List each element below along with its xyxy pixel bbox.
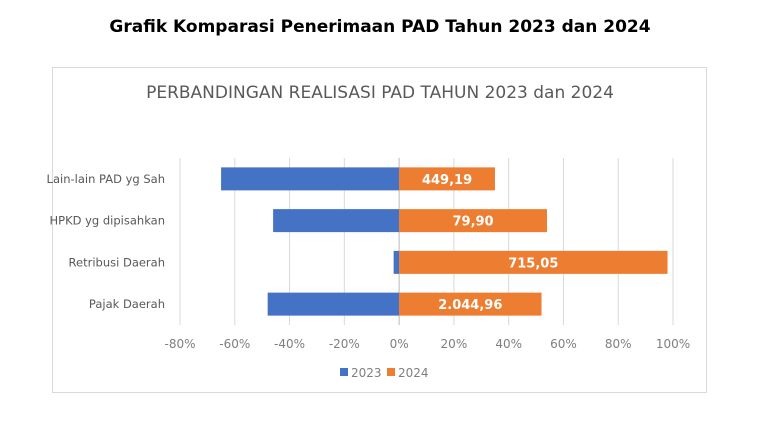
- data-label: 2.044,96: [438, 298, 502, 313]
- data-label: 79,90: [452, 215, 493, 230]
- x-tick-label: -40%: [274, 337, 305, 351]
- bar-2024: [399, 292, 542, 316]
- bar-2023: [273, 209, 400, 233]
- legend-swatch-2023: [340, 368, 348, 376]
- data-label: 715,05: [508, 256, 558, 271]
- x-tick-label: 80%: [605, 337, 632, 351]
- bars: 449,19 79,90 715,05 2.044,96: [221, 167, 668, 316]
- bar-2024: [399, 250, 668, 274]
- x-tick-label: 100%: [656, 337, 690, 351]
- legend: 2023 2024: [340, 366, 429, 380]
- legend-label-2023: 2023: [351, 366, 382, 380]
- x-tick-label: 60%: [550, 337, 577, 351]
- x-tick-label: -60%: [219, 337, 250, 351]
- category-label: Lain-lain PAD yg Sah: [47, 172, 165, 186]
- bar-2024: [399, 209, 548, 233]
- data-label: 449,19: [422, 173, 472, 188]
- category-label: Retribusi Daerah: [69, 255, 165, 269]
- legend-label-2024: 2024: [398, 366, 429, 380]
- category-label: HPKD yg dipisahkan: [49, 214, 165, 228]
- x-tick-labels: -80% -60% -40% -20% 0% 20% 40% 60% 80% 100%: [164, 337, 690, 351]
- bar-2024: [399, 167, 495, 191]
- x-tick-label: -80%: [164, 337, 195, 351]
- category-labels: Lain-lain PAD yg Sah HPKD yg dipisahkan Re…: [47, 172, 165, 311]
- chart-title: PERBANDINGAN REALISASI PAD TAHUN 2023 da…: [146, 83, 614, 103]
- x-tick-label: -20%: [329, 337, 360, 351]
- page-title: Grafik Komparasi Penerimaan PAD Tahun 20…: [109, 17, 651, 37]
- bar-2023: [221, 167, 400, 191]
- legend-swatch-2024: [387, 368, 395, 376]
- bar-2023: [393, 250, 400, 274]
- x-tick-label: 40%: [495, 337, 522, 351]
- x-tick-label: 20%: [441, 337, 468, 351]
- category-label: Pajak Daerah: [89, 297, 165, 311]
- bar-2023: [267, 292, 400, 316]
- x-tick-label: 0%: [390, 337, 409, 351]
